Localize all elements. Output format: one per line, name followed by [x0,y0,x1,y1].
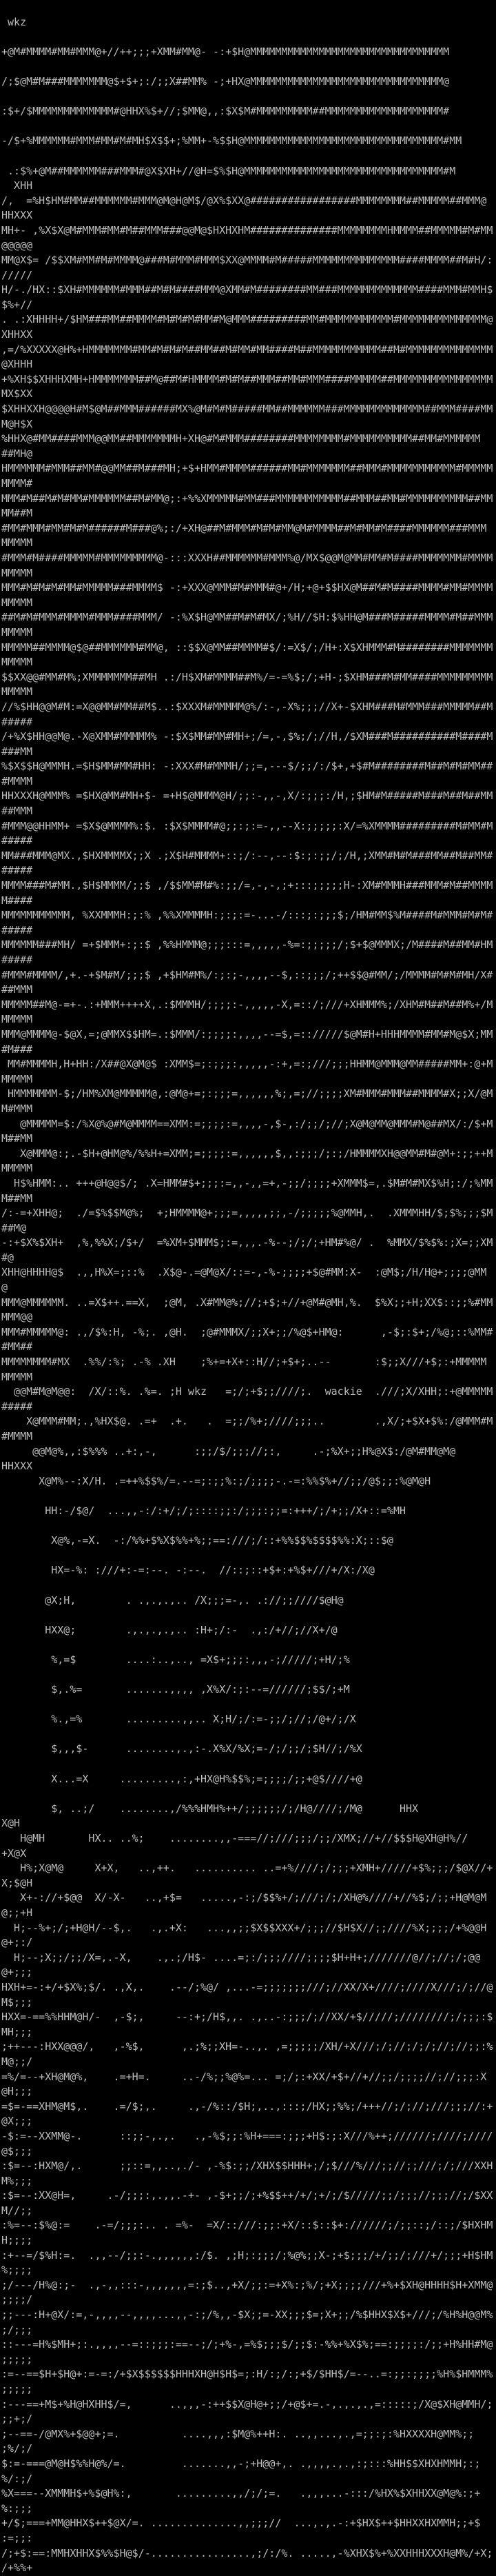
ascii-art-output: wkz +@M#MMMM#MM#MMM@+//++;;;+XMM#MM@- -:… [1,15,493,2575]
terminal-screen: wkz +@M#MMMM#MM#MMM@+//++;;;+XMM#MM@- -:… [1,15,493,2575]
